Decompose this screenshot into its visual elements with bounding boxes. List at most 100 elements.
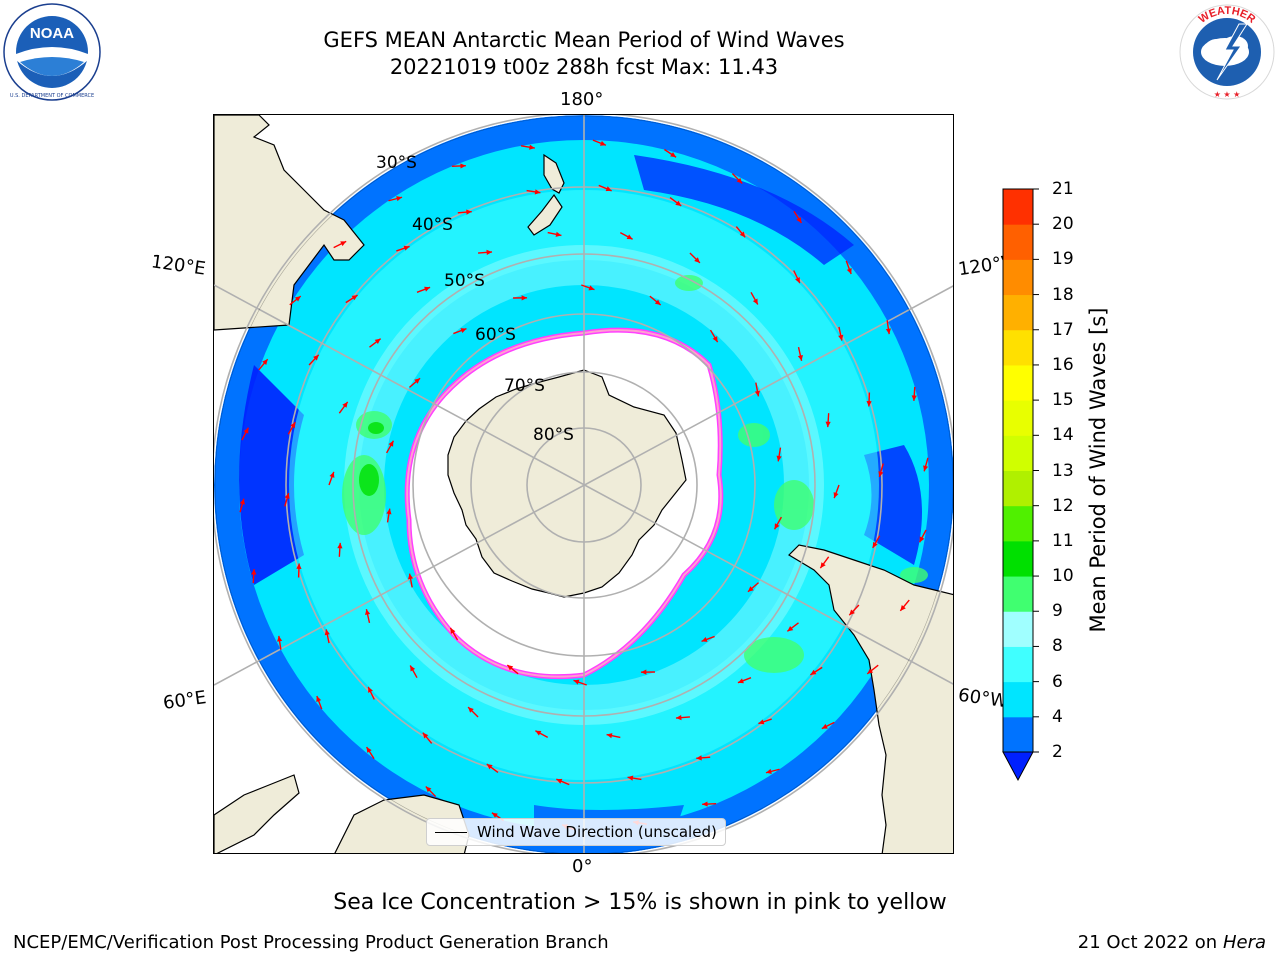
wave-arrow-head	[838, 334, 844, 341]
colorbar-segment	[1003, 576, 1033, 612]
wave-arrow-head	[340, 241, 347, 247]
wave-arrow-head	[923, 465, 929, 472]
colorbar-segment	[1003, 189, 1033, 225]
colorbar-tick-label: 10	[1052, 566, 1074, 587]
wave-arrow-head	[262, 359, 268, 365]
wave-arrow-head	[521, 295, 528, 301]
wave-arrow-head	[702, 801, 708, 807]
lon-label-0: 0°	[572, 856, 593, 877]
colorbar-tick-label: 4	[1052, 706, 1063, 727]
wave-arrow-head	[739, 231, 746, 238]
wave-arrow-head	[737, 678, 744, 684]
lon-label-120e: 120°E	[149, 251, 207, 280]
wave-arrow-head	[701, 637, 708, 642]
wave-arrow-head	[368, 686, 373, 693]
wave-arrow-head	[425, 786, 432, 793]
wave-arrow-head	[535, 730, 542, 736]
wave-arrow-head	[640, 669, 647, 675]
wave-arrow-head	[626, 234, 633, 240]
wave-arrow-head	[911, 395, 917, 401]
wave-arrow-head	[796, 217, 802, 224]
wave-arrow-head	[787, 625, 794, 632]
noaa-logo-icon: NOAA U.S. DEPARTMENT OF COMMERCE	[3, 3, 101, 101]
colorbar-tick-label: 20	[1052, 214, 1074, 235]
map-subtitle: 20221019 t00z 288h fcst Max: 11.43	[389, 55, 779, 79]
colorbar-tick-label: 9	[1052, 601, 1063, 622]
lat-label-60s: 60°S	[475, 325, 516, 345]
colorbar-tick-label: 18	[1052, 284, 1074, 305]
wave-arrow-head	[810, 669, 817, 675]
wave-arrow-head	[747, 586, 754, 592]
wave-arrow-head	[849, 609, 855, 616]
colorbar-tick-label: 12	[1052, 495, 1074, 516]
wave-arrow-head	[797, 354, 803, 361]
wave-arrow-head	[573, 679, 580, 685]
svg-text:NOAA: NOAA	[30, 25, 74, 42]
legend-line-icon	[435, 831, 467, 833]
machine-name: Hera	[1222, 932, 1266, 953]
colorbar-extend-min	[1002, 751, 1034, 782]
wave-arrow-head	[866, 401, 872, 407]
wave-arrow-head	[422, 732, 429, 739]
wave-arrow-head	[337, 542, 343, 549]
lon-label-60e: 60°E	[161, 687, 208, 714]
wave-arrow-head	[696, 755, 702, 761]
wave-arrow-head	[765, 768, 772, 774]
wave-arrow-head	[460, 163, 466, 169]
wave-arrow-head	[450, 627, 456, 634]
wave-direction-arrows	[239, 139, 929, 831]
wave-arrow-head	[712, 336, 718, 343]
colorbar-tick-label: 17	[1052, 319, 1074, 340]
wave-arrow-head	[410, 665, 416, 672]
wave-arrow-head	[820, 562, 826, 569]
wave-arrow-head	[556, 778, 563, 784]
wave-arrow-head	[529, 144, 535, 150]
colorbar-tick-label: 14	[1052, 425, 1074, 446]
wave-arrow-head	[867, 668, 874, 674]
wave-arrow-head	[290, 422, 296, 429]
colorbar-segment	[1003, 611, 1033, 647]
map-legend: Wind Wave Direction (unscaled)	[426, 818, 726, 846]
wave-arrow-head	[776, 455, 782, 462]
wave-arrow-head	[919, 536, 925, 543]
wave-arrow-head	[878, 471, 884, 477]
wave-arrow-head	[872, 541, 878, 548]
wave-arrow-head	[365, 609, 371, 616]
lat-label-30s: 30°S	[376, 153, 417, 173]
lon-label-180: 180°	[560, 89, 604, 110]
colorbar-tick-label: 21	[1052, 179, 1074, 199]
colorbar-segment	[1003, 329, 1033, 366]
wave-arrow-head	[251, 569, 257, 575]
svg-text:U.S. DEPARTMENT OF COMMERCE: U.S. DEPARTMENT OF COMMERCE	[10, 93, 94, 99]
wave-arrow-head	[821, 723, 828, 729]
wave-arrow-head	[758, 719, 765, 725]
wave-arrow-head	[795, 277, 800, 284]
wave-arrow-head	[316, 696, 322, 703]
wave-arrow-head	[466, 209, 472, 215]
wave-arrow-head	[284, 493, 290, 499]
wave-arrow-head	[605, 186, 612, 192]
colorbar-tick-label: 8	[1052, 636, 1063, 657]
wave-arrow-head	[296, 563, 302, 569]
wave-arrow-head	[313, 354, 319, 361]
colorbar-tick-label: 6	[1052, 671, 1063, 692]
colorbar-segment	[1003, 294, 1033, 331]
colorbar-segment	[1003, 224, 1033, 260]
sea-ice-note: Sea Ice Concentration > 15% is shown in …	[333, 890, 947, 915]
wave-arrow-head	[670, 152, 677, 158]
colorbar-tick-label: 11	[1052, 530, 1074, 551]
wave-arrow-head	[386, 508, 392, 515]
wave-arrow-head	[774, 523, 780, 530]
wave-arrow-head	[885, 328, 891, 335]
lat-label-50s: 50°S	[444, 271, 485, 291]
run-date: 21 Oct 2022 on Hera	[1078, 932, 1266, 953]
wave-arrow-head	[833, 492, 839, 499]
wave-arrow-head	[588, 285, 595, 291]
wave-arrow-head	[424, 286, 431, 292]
colorbar-segment	[1003, 681, 1033, 718]
colorbar-segment	[1003, 470, 1033, 507]
colorbar-segment	[1003, 716, 1033, 753]
wave-arrow-head	[754, 390, 760, 397]
wave-arrow-head	[324, 629, 330, 636]
wave-arrow-head	[366, 746, 372, 753]
